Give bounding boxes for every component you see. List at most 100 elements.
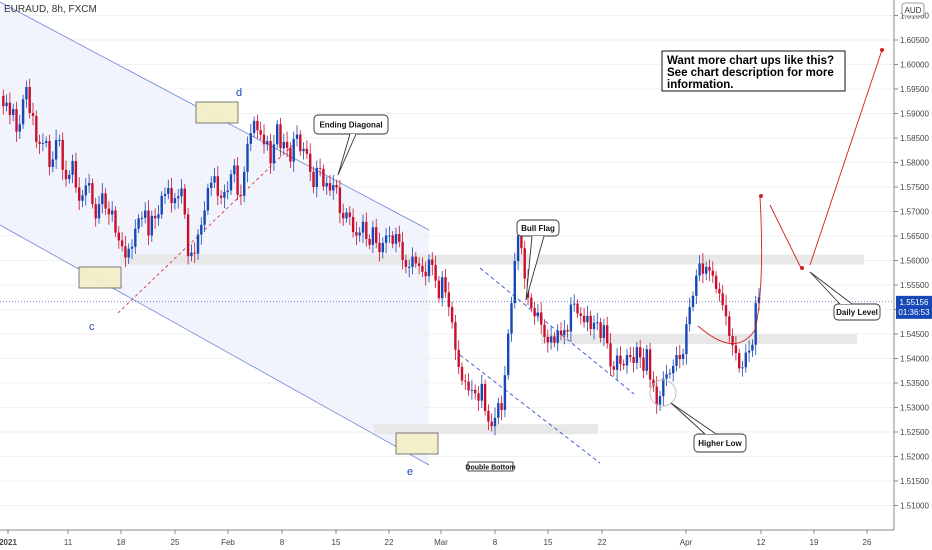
- candle-body: [480, 383, 483, 401]
- promo-line-1: See chart description for more: [667, 67, 834, 79]
- candle-body: [266, 140, 269, 145]
- candle-body: [609, 343, 612, 367]
- candle-body: [210, 182, 213, 188]
- candle-body: [507, 333, 510, 376]
- candle-body: [180, 188, 183, 197]
- candle-body: [728, 316, 731, 336]
- promo-line-0: Want more chart ups like this?: [667, 55, 834, 67]
- channel-lower-line: [0, 224, 430, 466]
- x-tick-label: 11: [64, 538, 73, 547]
- y-tick-label: 1.58500: [900, 134, 929, 143]
- candle-body: [223, 191, 226, 198]
- candle-body: [493, 417, 497, 427]
- candle-body: [64, 169, 68, 180]
- candle-body: [25, 87, 28, 100]
- candle-body: [437, 280, 441, 299]
- candle-body: [71, 161, 74, 175]
- candle-body: [431, 259, 434, 265]
- currency-badge: [901, 2, 925, 17]
- candle-body: [391, 235, 394, 244]
- candle-body: [342, 212, 345, 219]
- x-tick-label: 26: [863, 538, 872, 547]
- candle-body: [381, 242, 384, 253]
- candle-body: [216, 176, 219, 196]
- candle-body: [325, 183, 328, 187]
- candle-body: [12, 109, 15, 115]
- higher-low-pointer: [670, 402, 717, 435]
- candle-body: [177, 196, 180, 199]
- candle-body: [582, 315, 586, 323]
- wave-label-d: d: [236, 87, 242, 99]
- y-tick-label: 1.60500: [900, 36, 929, 45]
- candle-body: [31, 113, 35, 116]
- pivot-box-d: [195, 101, 239, 124]
- candle-body: [734, 345, 738, 354]
- wave-label-c: c: [89, 321, 95, 333]
- candle-body: [592, 322, 596, 330]
- candle-body: [18, 124, 21, 132]
- candle-body: [328, 183, 332, 191]
- higher-low-label: Higher Low: [698, 439, 742, 448]
- candle-body: [21, 99, 25, 125]
- candle-body: [87, 183, 91, 186]
- promo-box[interactable]: [661, 50, 846, 92]
- candle-body: [642, 357, 645, 371]
- candle-body: [500, 403, 503, 410]
- double-bottom-label: Double Bottom: [465, 465, 515, 472]
- resistance-zone: [541, 334, 857, 344]
- candle-body: [655, 386, 658, 405]
- candle-body: [549, 336, 553, 343]
- candle-body: [404, 260, 408, 267]
- daily-level-box[interactable]: [833, 303, 881, 321]
- y-tick-label: 1.51500: [900, 477, 929, 486]
- candle-body: [256, 120, 259, 131]
- candle-body: [203, 210, 206, 225]
- candle-body: [272, 144, 276, 164]
- candle-body: [160, 195, 163, 215]
- candle-body: [619, 355, 622, 364]
- candle-body: [196, 234, 200, 254]
- candle-body: [635, 347, 639, 363]
- x-tick-label: 18: [117, 538, 126, 547]
- higher-low-box[interactable]: [693, 433, 747, 453]
- double-bottom-box[interactable]: [467, 461, 514, 472]
- candle-body: [252, 120, 256, 134]
- x-tick-label: Apr: [680, 538, 693, 547]
- candle-body: [586, 315, 589, 323]
- candle-body: [183, 188, 186, 215]
- candle-body: [173, 198, 177, 204]
- candle-body: [5, 102, 8, 107]
- x-tick-label: 22: [598, 538, 607, 547]
- candle-body: [239, 194, 243, 196]
- inner-trendline: [117, 144, 294, 314]
- candle-body: [675, 355, 678, 366]
- candle-body: [738, 353, 741, 369]
- candle-body: [305, 148, 309, 154]
- currency-badge-label: AUD: [905, 6, 922, 15]
- candle-body: [345, 212, 348, 219]
- x-tick-label: 22: [385, 538, 394, 547]
- candle-body: [596, 322, 599, 324]
- candle-body: [398, 234, 401, 242]
- candle-body: [457, 349, 460, 367]
- candle-body: [68, 174, 71, 180]
- candle-body: [460, 366, 464, 381]
- candle-body: [246, 143, 249, 172]
- promo-line-2: information.: [667, 79, 733, 91]
- candle-body: [243, 171, 246, 196]
- candle-body: [54, 139, 58, 160]
- candle-body: [576, 303, 579, 314]
- candle-body: [120, 240, 124, 247]
- candle-body: [302, 148, 305, 152]
- candle-body: [602, 325, 606, 338]
- candle-body: [35, 115, 38, 142]
- candle-body: [236, 165, 239, 195]
- candle-body: [84, 185, 87, 196]
- candle-body: [157, 214, 160, 219]
- candle-body: [186, 214, 190, 257]
- candle-body: [269, 140, 272, 164]
- candle-body: [45, 140, 48, 143]
- candle-body: [632, 357, 635, 363]
- candle-body: [497, 403, 500, 418]
